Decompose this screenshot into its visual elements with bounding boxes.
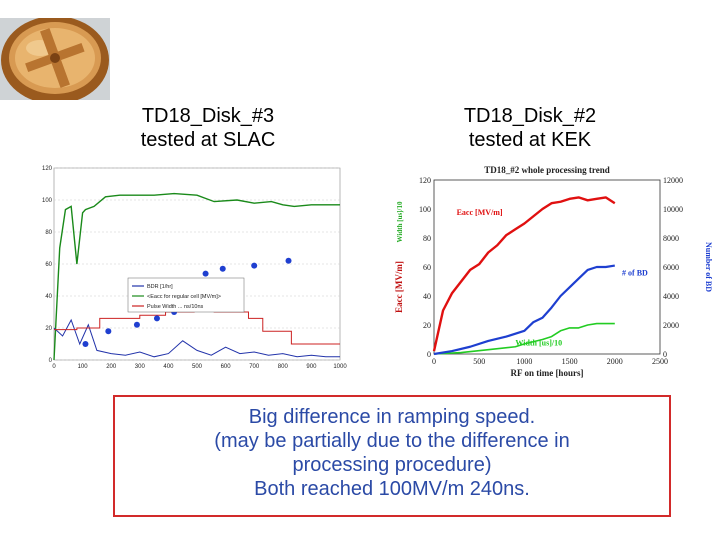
- x-tick-label: 400: [163, 364, 174, 370]
- y-tick-label: 120: [42, 166, 53, 172]
- bd-series-label: # of BD: [622, 269, 648, 278]
- x-tick-label: 1500: [562, 357, 578, 366]
- y-tick-label: 100: [42, 198, 53, 204]
- x-tick-label: 1000: [516, 357, 532, 366]
- data-point-dot: [105, 328, 112, 335]
- y-right-tick-label: 8000: [663, 234, 679, 243]
- series-line-eacc: [432, 196, 616, 352]
- data-point-dot: [219, 265, 226, 272]
- series-line--of-bd: [433, 264, 615, 356]
- width-side-label: Width [us]/10: [396, 201, 404, 242]
- data-point-dot: [285, 257, 292, 264]
- x-tick-label: 0: [432, 357, 436, 366]
- chart-title: TD18_#2 whole processing trend: [484, 165, 609, 175]
- x-tick-label: 500: [473, 357, 485, 366]
- series-line-eacc: [53, 192, 340, 361]
- y-right-tick-label: 0: [663, 350, 667, 359]
- x-tick-label: 500: [192, 364, 203, 370]
- x-axis-label: RF on time [hours]: [511, 368, 584, 378]
- y-tick-label: 0: [427, 350, 431, 359]
- right-title-line-1: TD18_Disk_#2: [463, 105, 597, 127]
- right-title-line-2: tested at KEK: [468, 129, 592, 151]
- note-line-3: processing procedure): [292, 454, 492, 476]
- y-right-tick-label: 4000: [663, 292, 679, 301]
- y-tick-label: 0: [49, 358, 53, 364]
- x-tick-label: 300: [135, 364, 146, 370]
- x-tick-label: 200: [106, 364, 117, 370]
- width-series-label: Width [us]/10: [515, 338, 562, 347]
- note-line-2: (may be partially due to the difference …: [214, 430, 570, 452]
- left-title-line-1: TD18_Disk_#3: [141, 105, 275, 127]
- data-point-dot: [153, 315, 160, 322]
- x-tick-label: 2500: [652, 357, 668, 366]
- series-line-bdr: [53, 318, 340, 358]
- x-tick-label: 600: [221, 364, 232, 370]
- data-point-dot: [82, 341, 89, 347]
- y-tick-label: 80: [423, 234, 431, 243]
- data-point-dot: [202, 270, 209, 277]
- left-title-line-2: tested at SLAC: [140, 129, 276, 151]
- data-point-dot: [251, 262, 258, 269]
- series-line-width: [433, 322, 615, 355]
- left-chart-title: TD18_Disk_#3 tested at SLAC: [78, 104, 338, 152]
- legend-label: BDR [1/hr]: [147, 284, 173, 290]
- y-right-tick-label: 2000: [663, 321, 679, 330]
- kek-processing-chart: TD18_#2 whole processing trend 0 20 40 60 80 1…: [394, 165, 712, 378]
- y-right-axis-label: Number of BD: [704, 242, 712, 292]
- y-axis-label: Eacc [MV/m]: [394, 261, 404, 313]
- summary-note-box: Big difference in ramping speed. (may be…: [113, 395, 671, 517]
- y-tick-label: 40: [45, 294, 52, 300]
- note-line-4: Both reached 100MV/m 240ns.: [254, 478, 530, 500]
- eacc-series-label: Eacc [MV/m]: [457, 208, 503, 217]
- legend-label: <Eacc for regular cell [MV/m]>: [147, 294, 221, 300]
- y-tick-label: 60: [423, 263, 431, 272]
- x-tick-label: 1000: [333, 364, 347, 370]
- x-tick-label: 100: [78, 364, 89, 370]
- legend-label: Pulse Width ... ns/10ns: [147, 304, 203, 310]
- y-tick-label: 100: [419, 205, 431, 214]
- x-tick-label: 700: [249, 364, 260, 370]
- legend-box: [127, 277, 245, 313]
- y-tick-label: 40: [423, 292, 431, 301]
- plot-area: [433, 179, 661, 355]
- data-point-dot: [133, 321, 140, 328]
- x-tick-label: 0: [52, 364, 56, 370]
- y-tick-label: 120: [419, 176, 431, 185]
- y-tick-label: 80: [45, 230, 52, 236]
- y-right-tick-label: 6000: [663, 263, 679, 272]
- plot-area: [53, 167, 341, 361]
- y-right-tick-label: 12000: [663, 176, 683, 185]
- slac-processing-chart: 0 20 40 60 80 100 120 0 100 200 300 400 500 600 700 800…: [42, 166, 347, 370]
- y-tick-label: 20: [45, 326, 52, 332]
- x-tick-label: 2000: [607, 357, 623, 366]
- y-tick-label: 60: [45, 262, 52, 268]
- x-tick-label: 900: [306, 364, 317, 370]
- disk-photo: [0, 18, 110, 100]
- y-right-tick-label: 10000: [663, 205, 683, 214]
- note-line-1: Big difference in ramping speed.: [248, 406, 536, 428]
- y-tick-label: 20: [423, 321, 431, 330]
- right-chart-title: TD18_Disk_#2 tested at KEK: [400, 104, 660, 152]
- x-tick-label: 800: [278, 364, 289, 370]
